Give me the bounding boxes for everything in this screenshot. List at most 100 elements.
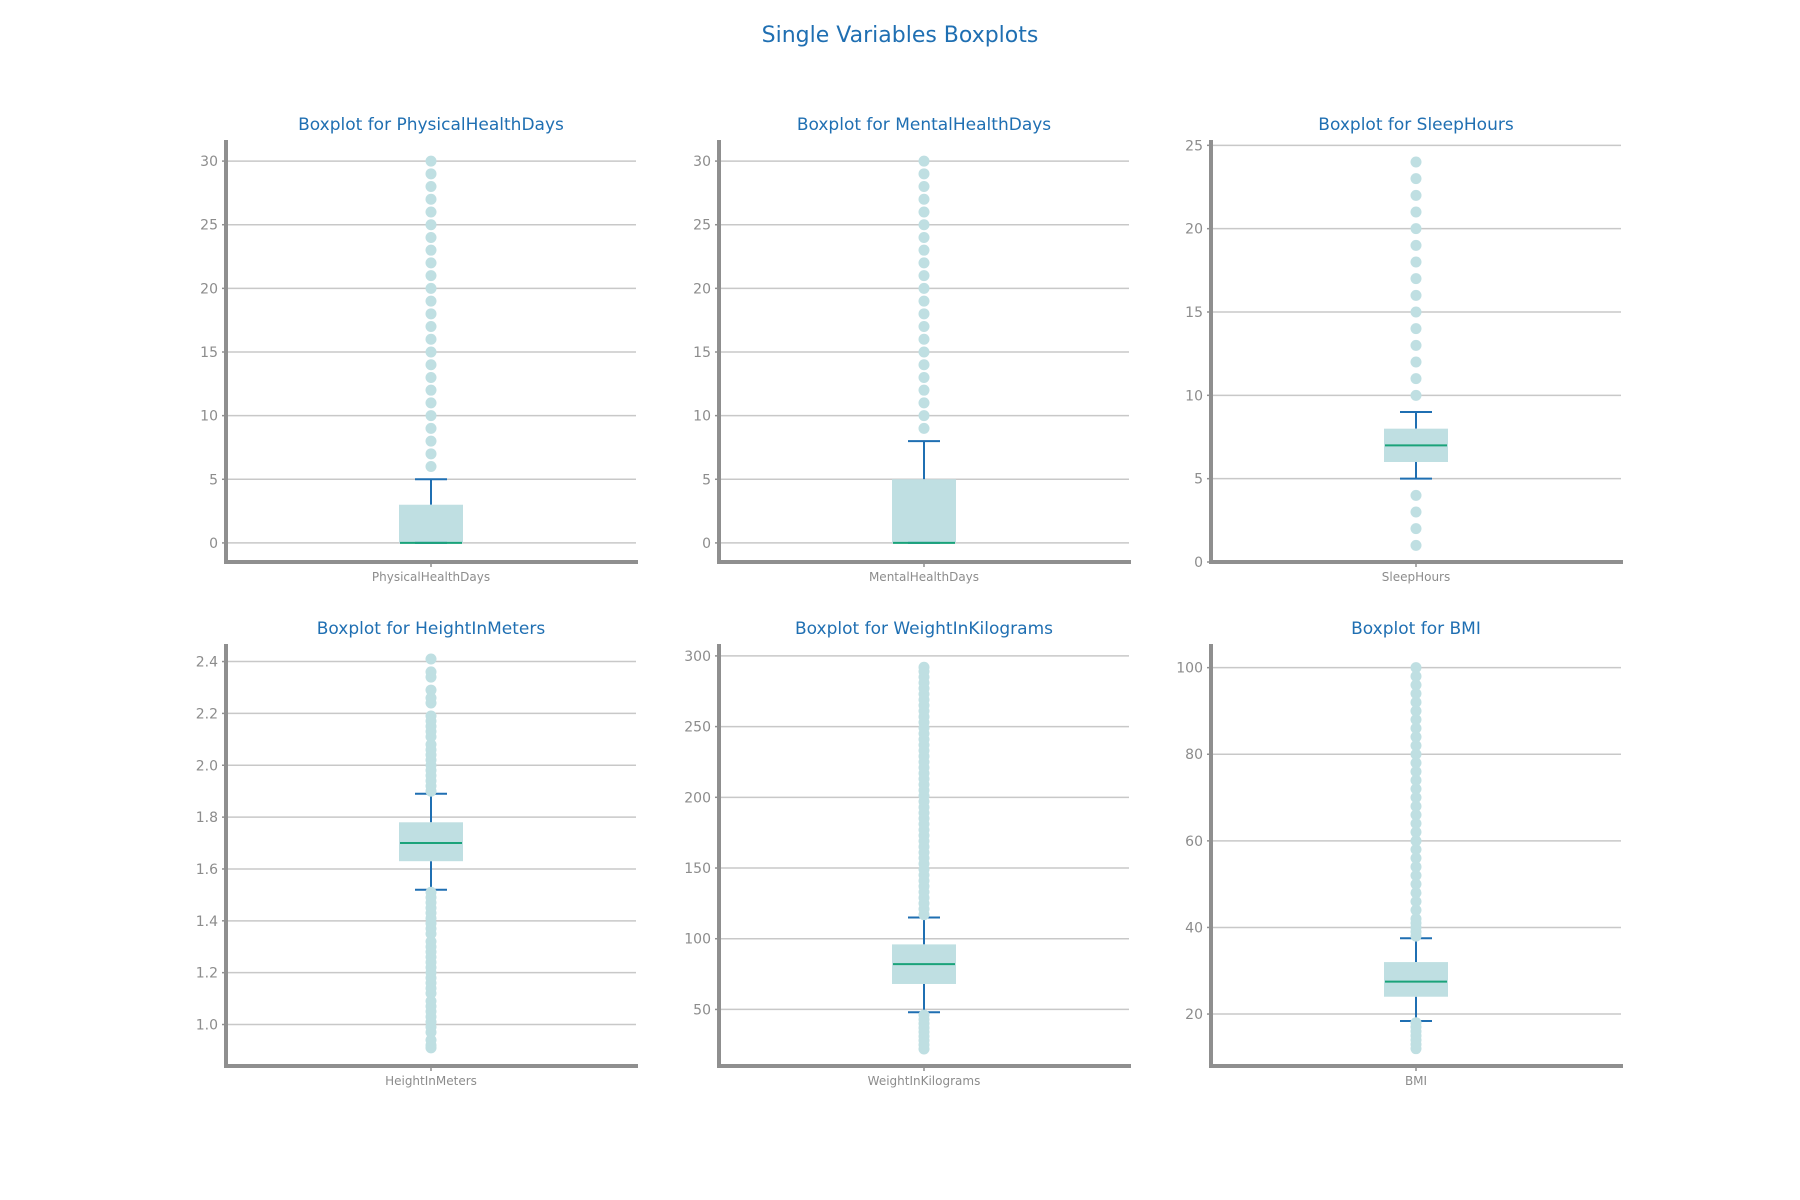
outlier-point	[425, 295, 437, 307]
x-tick-label: HeightInMeters	[385, 1074, 477, 1088]
outlier-point	[1410, 173, 1422, 185]
outlier-point	[425, 181, 437, 193]
y-tick-label: 20	[693, 281, 711, 297]
y-tick-label: 30	[693, 154, 711, 170]
boxplot-panel: Boxplot for BMI 20 40 60 80 100 BMI	[1176, 619, 1623, 1088]
outlier-point	[425, 257, 437, 269]
panel-title: Boxplot for WeightInKilograms	[795, 619, 1053, 639]
iqr-box	[892, 479, 956, 543]
y-tick-label: 0	[209, 536, 218, 552]
panel-title: Boxplot for BMI	[1351, 619, 1481, 639]
outlier-point	[1410, 887, 1422, 899]
y-tick-label: 1.6	[196, 862, 218, 878]
outlier-point	[1410, 339, 1422, 351]
y-tick-label: 300	[684, 649, 711, 665]
outlier-point	[425, 710, 437, 722]
outlier-point	[1410, 792, 1422, 804]
y-tick-label: 1.4	[196, 914, 218, 930]
y-tick-label: 200	[684, 790, 711, 806]
outlier-point	[918, 410, 930, 422]
y-tick-label: 15	[1185, 305, 1203, 321]
boxplot-panel: Boxplot for WeightInKilograms 50 100 150 200…	[684, 619, 1131, 1088]
boxplot-panel: Boxplot for SleepHours 0 5 10 15 20 25 SleepHou…	[1185, 115, 1623, 584]
outlier-point	[1410, 731, 1422, 743]
outlier-point	[425, 244, 437, 256]
outlier-point	[425, 155, 437, 167]
outlier-point	[425, 359, 437, 371]
outlier-point	[425, 219, 437, 231]
outlier-point	[1410, 844, 1422, 856]
outlier-point	[1410, 809, 1422, 821]
y-tick-label: 15	[693, 345, 711, 361]
outlier-point	[918, 384, 930, 396]
outlier-point	[425, 739, 437, 751]
outlier-point	[1410, 714, 1422, 726]
outlier-point	[1410, 783, 1422, 795]
x-tick-label: PhysicalHealthDays	[372, 570, 490, 584]
outlier-point	[425, 936, 437, 948]
y-tick-label: 25	[693, 218, 711, 234]
outlier-point	[425, 886, 437, 898]
outlier-point	[1410, 489, 1422, 501]
outlier-point	[918, 321, 930, 333]
outlier-point	[425, 666, 437, 678]
y-tick-label: 100	[1176, 661, 1203, 677]
outlier-point	[425, 231, 437, 243]
boxplot-panels: Boxplot for PhysicalHealthDays 0 5 10 15 20 25…	[196, 115, 1623, 1088]
outlier-point	[425, 435, 437, 447]
y-tick-label: 1.2	[196, 966, 218, 982]
outlier-point	[918, 308, 930, 320]
outlier-point	[1410, 306, 1422, 318]
y-tick-label: 20	[200, 281, 218, 297]
iqr-box	[399, 822, 463, 862]
outlier-point	[1410, 757, 1422, 769]
outlier-point	[1410, 852, 1422, 864]
outlier-point	[918, 270, 930, 282]
y-tick-label: 0	[1194, 555, 1203, 571]
outlier-point	[425, 384, 437, 396]
y-tick-label: 25	[200, 218, 218, 234]
outlier-point	[425, 1034, 437, 1046]
outlier-point	[918, 282, 930, 294]
boxplot-panel: Boxplot for MentalHealthDays 0 5 10 15 20 25 30…	[693, 115, 1131, 584]
outlier-point	[1410, 904, 1422, 916]
outlier-point	[425, 206, 437, 218]
outlier-point	[425, 461, 437, 473]
outlier-point	[425, 168, 437, 180]
outlier-point	[1410, 705, 1422, 717]
panel-title: Boxplot for HeightInMeters	[317, 619, 546, 639]
outlier-point	[918, 181, 930, 193]
panel-title: Boxplot for MentalHealthDays	[797, 115, 1051, 135]
outlier-point	[918, 333, 930, 345]
boxplot-panel: Boxplot for PhysicalHealthDays 0 5 10 15 20 25…	[200, 115, 638, 584]
outlier-point	[425, 995, 437, 1007]
y-tick-label: 1.0	[196, 1018, 218, 1034]
y-tick-label: 30	[200, 154, 218, 170]
y-tick-label: 5	[209, 472, 218, 488]
outlier-point	[1410, 748, 1422, 760]
outlier-point	[918, 295, 930, 307]
outlier-point	[918, 206, 930, 218]
y-tick-label: 60	[1185, 834, 1203, 850]
y-tick-label: 2.4	[196, 655, 218, 671]
outlier-point	[1410, 878, 1422, 890]
outlier-point	[1410, 506, 1422, 518]
outlier-point	[1410, 913, 1422, 925]
y-tick-label: 10	[200, 409, 218, 425]
outlier-point	[1410, 826, 1422, 838]
outlier-point	[1410, 539, 1422, 551]
outlier-point	[1410, 206, 1422, 218]
outlier-point	[1410, 323, 1422, 335]
outlier-point	[1410, 766, 1422, 778]
outlier-point	[425, 371, 437, 383]
y-tick-label: 2.2	[196, 706, 218, 722]
y-tick-label: 40	[1185, 920, 1203, 936]
y-tick-label: 25	[1185, 138, 1203, 154]
y-tick-label: 20	[1185, 1007, 1203, 1023]
outlier-point	[1410, 523, 1422, 535]
y-tick-label: 20	[1185, 222, 1203, 238]
outlier-point	[918, 359, 930, 371]
outlier-point	[1410, 662, 1422, 674]
outlier-point	[1410, 1017, 1422, 1029]
